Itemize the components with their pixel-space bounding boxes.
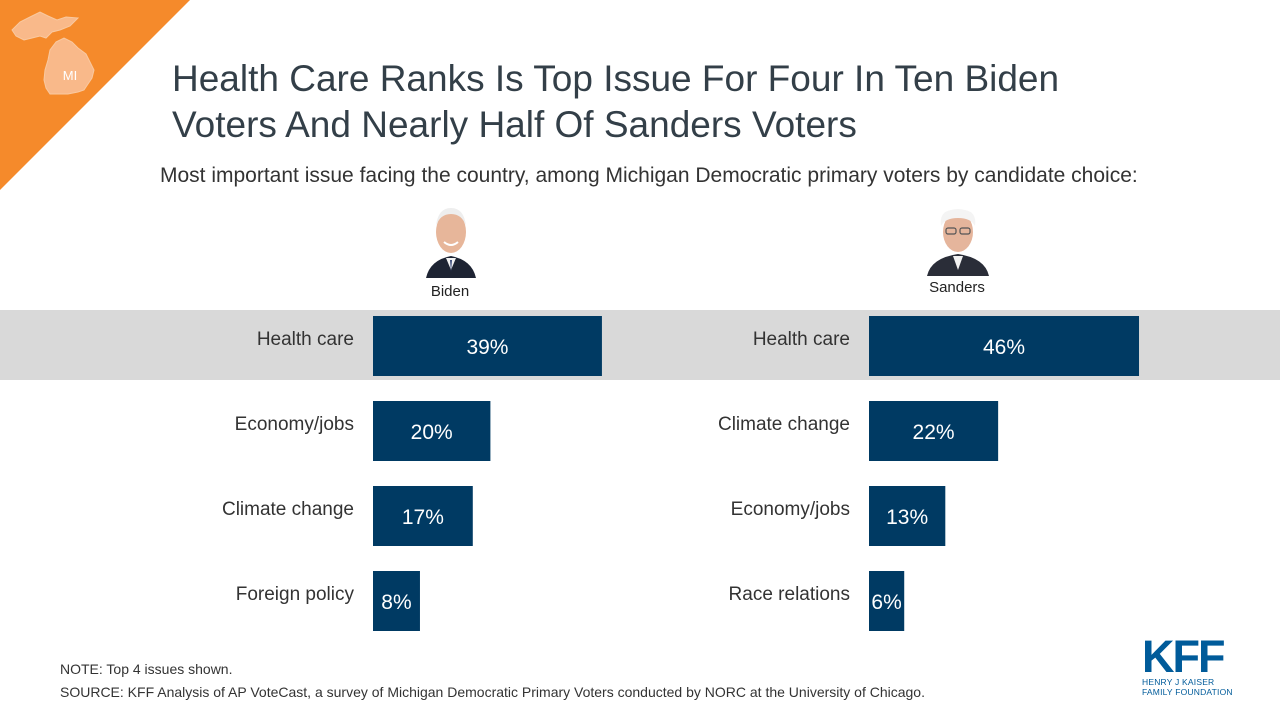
kff-logo-mark: KFF xyxy=(1142,631,1225,682)
biden-bar-2 xyxy=(373,401,491,461)
biden-bar-4 xyxy=(373,571,420,631)
page-title: Health Care Ranks Is Top Issue For Four … xyxy=(172,56,1172,148)
sanders-value-label-4: 6% xyxy=(871,591,901,614)
sanders-value-label-1: 46% xyxy=(983,336,1025,359)
biden-category-label-2: Economy/jobs xyxy=(235,414,354,435)
title-line-1: Health Care Ranks Is Top Issue For Four … xyxy=(172,58,1060,99)
kff-logo: KFF HENRY J KAISER FAMILY FOUNDATION xyxy=(1142,631,1237,697)
michigan-state-icon xyxy=(11,11,95,95)
biden-value-label-3: 17% xyxy=(402,506,444,529)
sanders-bar-2 xyxy=(869,401,999,461)
biden-portrait xyxy=(426,208,476,278)
sanders-category-label-2: Climate change xyxy=(718,414,850,435)
sanders-category-label-3: Economy/jobs xyxy=(731,499,850,520)
kff-logo-line-2: FAMILY FOUNDATION xyxy=(1142,687,1233,697)
sanders-category-label-1: Health care xyxy=(753,329,850,350)
biden-category-label-4: Foreign policy xyxy=(236,584,355,605)
biden-value-label-4: 8% xyxy=(381,591,411,614)
biden-bar-1 xyxy=(373,316,602,376)
biden-category-label-3: Climate change xyxy=(222,499,354,520)
sanders-value-label-3: 13% xyxy=(886,506,928,529)
source-text: SOURCE: KFF Analysis of AP VoteCast, a s… xyxy=(60,684,925,700)
biden-label: Biden xyxy=(430,283,470,300)
biden-value-label-2: 20% xyxy=(411,421,453,444)
chart-subtitle: Most important issue facing the country,… xyxy=(160,164,1138,187)
sanders-bar-3 xyxy=(869,486,946,546)
kff-logo-line-1: HENRY J KAISER xyxy=(1142,677,1215,687)
sanders-portrait xyxy=(927,209,989,276)
biden-value-label-1: 39% xyxy=(466,336,508,359)
state-abbr: MI xyxy=(63,68,77,83)
michigan-corner-badge: MI xyxy=(0,0,190,190)
corner-triangle xyxy=(0,0,190,190)
sanders-category-label-4: Race relations xyxy=(729,584,850,605)
title-line-2: Voters And Nearly Half Of Sanders Voters xyxy=(172,104,857,145)
biden-category-label-1: Health care xyxy=(257,329,354,350)
sanders-label: Sanders xyxy=(929,279,985,296)
note-text: NOTE: Top 4 issues shown. xyxy=(60,661,233,677)
biden-bar-3 xyxy=(373,486,473,546)
sanders-value-label-2: 22% xyxy=(913,421,955,444)
sanders-bar-4 xyxy=(869,571,905,631)
sanders-bar-1 xyxy=(869,316,1140,376)
